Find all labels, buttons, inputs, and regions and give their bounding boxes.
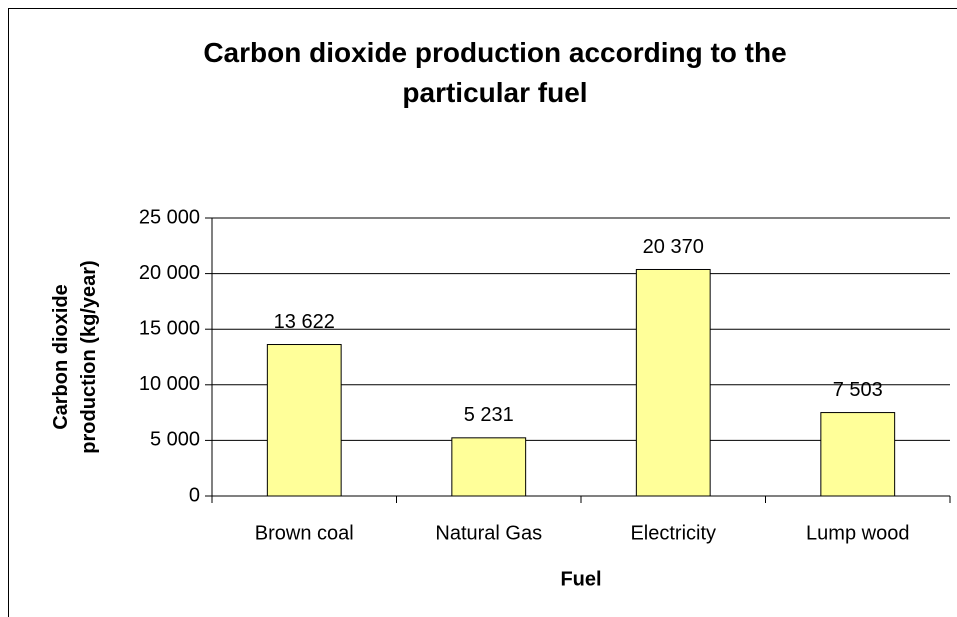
y-tick-label: 10 000 — [139, 373, 200, 395]
data-label: 7 503 — [833, 379, 883, 401]
chart-title: Carbon dioxide production according to t… — [203, 37, 787, 108]
y-tick-label: 0 — [189, 484, 200, 506]
x-tick-label: Lump wood — [806, 522, 909, 544]
y-tick-label: 25 000 — [139, 206, 200, 228]
y-axis-label: Carbon dioxide production (kg/year) — [50, 260, 100, 454]
y-tick-label: 5 000 — [150, 429, 200, 451]
x-tick-label: Brown coal — [255, 522, 354, 544]
x-axis-label: Fuel — [560, 568, 601, 590]
bar — [266, 344, 342, 497]
data-label: 13 622 — [274, 311, 335, 333]
x-tick-label: Electricity — [630, 522, 716, 544]
x-tick-label: Natural Gas — [435, 522, 542, 544]
y-tick-label: 15 000 — [139, 317, 200, 339]
y-tick-label: 20 000 — [139, 262, 200, 284]
data-label: 5 231 — [464, 404, 514, 426]
bar — [451, 437, 527, 497]
data-label: 20 370 — [643, 236, 704, 258]
bar — [820, 412, 896, 497]
bar — [635, 268, 711, 497]
chart-border — [8, 8, 957, 617]
